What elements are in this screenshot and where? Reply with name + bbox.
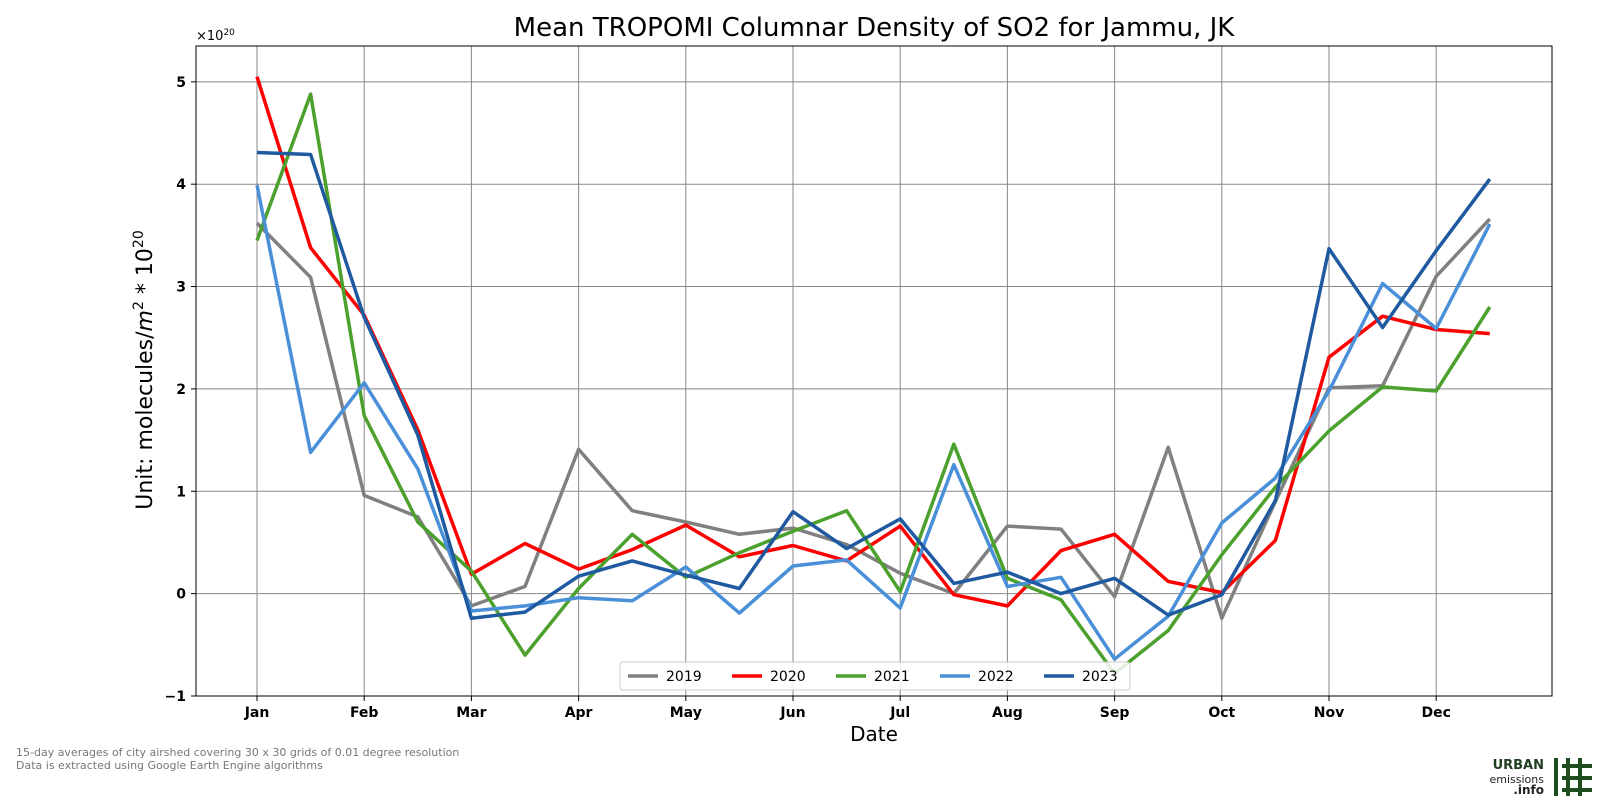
series-line-2022 (255, 184, 1492, 661)
x-tick-label: Dec (1421, 705, 1450, 721)
y-tick-label: 0 (176, 587, 186, 603)
x-tick-label: Jun (779, 705, 805, 721)
x-tick-label: Feb (350, 705, 379, 721)
urban-emissions-logo: URBAN emissions .info (1482, 756, 1592, 797)
x-tick-label: Jul (889, 705, 910, 721)
footnote-line-2: Data is extracted using Google Earth Eng… (16, 759, 323, 772)
y-axis-label: Unit: molecules/m2 * 1020 (131, 230, 158, 509)
footnote-line-1: 15-day averages of city airshed covering… (16, 746, 460, 759)
y-tick-label: 2 (176, 382, 186, 398)
legend-label-2019: 2019 (666, 669, 702, 685)
series-line-2023 (256, 150, 1492, 620)
legend-label-2021: 2021 (874, 669, 910, 685)
logo-urban-text: URBAN (1492, 758, 1544, 773)
y-tick-label: 5 (176, 75, 186, 91)
series-line-2019 (255, 217, 1492, 620)
x-tick-label: Sep (1100, 705, 1130, 721)
series-line-2020 (255, 76, 1490, 608)
series-line-2021 (255, 92, 1492, 676)
y-tick-label: 4 (176, 177, 186, 193)
grid-lines (196, 46, 1552, 697)
legend-label-2020: 2020 (770, 669, 806, 685)
plot-frame (195, 45, 1553, 697)
x-tick-label: Jan (244, 705, 270, 721)
x-tick-label: Nov (1314, 705, 1344, 721)
y-tick-label: −1 (165, 689, 186, 705)
chart-title: Mean TROPOMI Columnar Density of SO2 for… (514, 13, 1236, 43)
x-axis-label: Date (850, 722, 898, 746)
logo-emissions-text: emissions (1489, 773, 1545, 786)
y-offset-label: ×1020 (196, 28, 235, 44)
logo-info-text: .info (1513, 783, 1544, 797)
logo-grid-icon (1554, 758, 1592, 796)
x-tick-label: May (670, 705, 702, 721)
legend-label-2023: 2023 (1082, 669, 1118, 685)
x-tick-label: Mar (456, 705, 486, 721)
y-tick-label: 1 (176, 484, 186, 500)
x-tick-label: Oct (1208, 705, 1235, 721)
x-tick-label: Apr (565, 705, 593, 721)
series-lines (255, 76, 1492, 676)
y-tick-label: 3 (176, 280, 186, 296)
legend-label-2022: 2022 (978, 669, 1014, 685)
axis-ticks: Jan Feb Mar Apr May Jun Jul Aug Sep Oct Nov Dec −1 0 1… (165, 75, 1451, 721)
legend-box (619, 661, 1131, 691)
x-tick-label: Aug (992, 705, 1023, 721)
legend: 2019 2020 2021 2022 2023 (619, 661, 1131, 691)
